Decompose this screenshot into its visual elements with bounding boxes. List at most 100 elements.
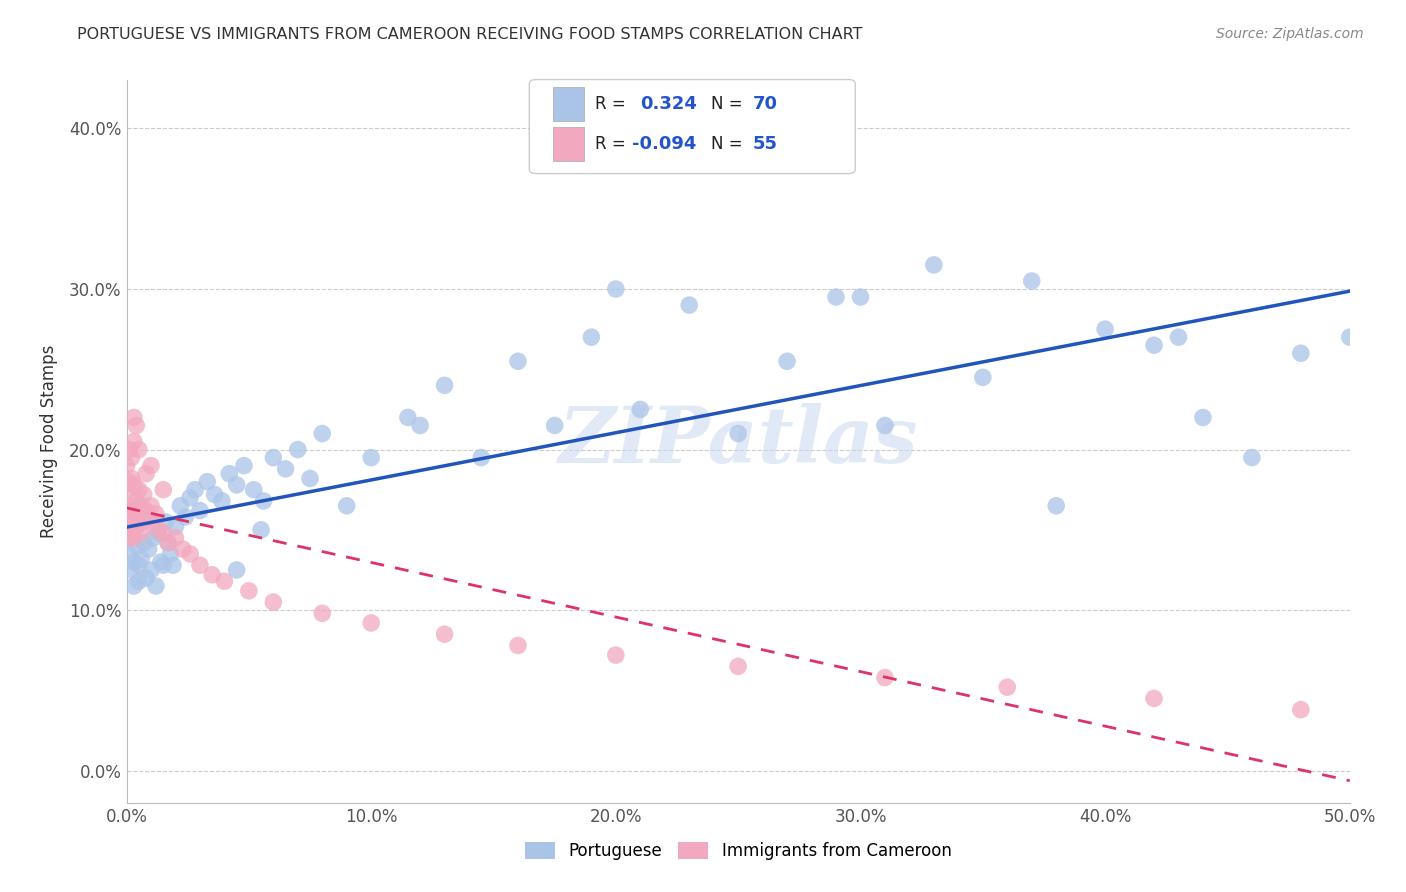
Point	[139, 458, 162, 473]
Point	[115, 515, 138, 529]
Point	[162, 558, 184, 573]
Point	[152, 526, 174, 541]
Point	[225, 563, 247, 577]
Y-axis label: Receiving Food Stamps: Receiving Food Stamps	[39, 345, 58, 538]
Point	[132, 535, 155, 549]
Point	[129, 499, 152, 513]
Point	[120, 471, 142, 485]
Point	[122, 410, 145, 425]
Point	[145, 579, 167, 593]
Point	[129, 551, 152, 566]
Point	[274, 462, 297, 476]
Point	[922, 258, 945, 272]
Point	[142, 531, 165, 545]
Point	[433, 627, 456, 641]
Point	[262, 450, 284, 465]
Point	[825, 290, 848, 304]
Point	[188, 503, 211, 517]
Point	[204, 487, 226, 501]
Point	[128, 442, 150, 457]
Point	[311, 607, 333, 621]
Point	[214, 574, 236, 589]
Point	[211, 494, 233, 508]
Point	[118, 442, 141, 457]
Point	[118, 507, 141, 521]
Point	[142, 515, 165, 529]
Point	[129, 526, 152, 541]
Point	[311, 426, 333, 441]
Point	[157, 535, 180, 549]
Point	[360, 615, 382, 630]
Point	[1167, 330, 1189, 344]
Text: R =: R =	[595, 135, 626, 153]
Point	[336, 499, 359, 513]
Point	[1289, 703, 1312, 717]
Point	[122, 478, 145, 492]
Point	[120, 526, 142, 541]
Point	[873, 418, 896, 433]
Point	[995, 680, 1018, 694]
Point	[727, 426, 749, 441]
Point	[250, 523, 273, 537]
Point	[299, 471, 322, 485]
Point	[233, 458, 256, 473]
Point	[132, 487, 155, 501]
Point	[135, 467, 157, 481]
Point	[179, 547, 201, 561]
Point	[148, 526, 170, 541]
Point	[172, 542, 194, 557]
Point	[132, 515, 155, 529]
Point	[628, 402, 651, 417]
FancyBboxPatch shape	[529, 79, 855, 174]
Point	[145, 507, 167, 521]
Point	[152, 483, 174, 497]
Point	[1143, 691, 1166, 706]
Point	[125, 539, 148, 553]
Point	[128, 483, 150, 497]
Point	[120, 499, 142, 513]
Point	[148, 523, 170, 537]
Text: Source: ZipAtlas.com: Source: ZipAtlas.com	[1216, 27, 1364, 41]
Point	[165, 519, 187, 533]
Text: -0.094: -0.094	[631, 135, 696, 153]
Point	[125, 418, 148, 433]
Text: 0.324: 0.324	[640, 95, 697, 112]
Point	[120, 450, 142, 465]
FancyBboxPatch shape	[553, 87, 583, 120]
Point	[122, 531, 145, 545]
Point	[139, 499, 162, 513]
Point	[179, 491, 201, 505]
Point	[195, 475, 218, 489]
Point	[159, 547, 181, 561]
Point	[152, 558, 174, 573]
Point	[470, 450, 492, 465]
Point	[155, 515, 177, 529]
Point	[238, 583, 260, 598]
Point	[128, 574, 150, 589]
FancyBboxPatch shape	[553, 127, 583, 161]
Point	[165, 531, 187, 545]
Point	[1289, 346, 1312, 360]
Point	[115, 458, 138, 473]
Point	[122, 555, 145, 569]
Point	[433, 378, 456, 392]
Point	[972, 370, 994, 384]
Point	[1339, 330, 1361, 344]
Point	[128, 558, 150, 573]
Point	[287, 442, 309, 457]
Point	[138, 542, 160, 557]
Point	[1021, 274, 1043, 288]
Point	[543, 418, 565, 433]
Point	[678, 298, 700, 312]
Point	[120, 563, 142, 577]
Point	[188, 558, 211, 573]
Point	[360, 450, 382, 465]
Point	[262, 595, 284, 609]
Point	[1094, 322, 1116, 336]
Point	[225, 478, 247, 492]
Point	[1192, 410, 1215, 425]
Point	[506, 639, 529, 653]
Point	[849, 290, 872, 304]
Point	[139, 563, 162, 577]
Point	[115, 483, 138, 497]
